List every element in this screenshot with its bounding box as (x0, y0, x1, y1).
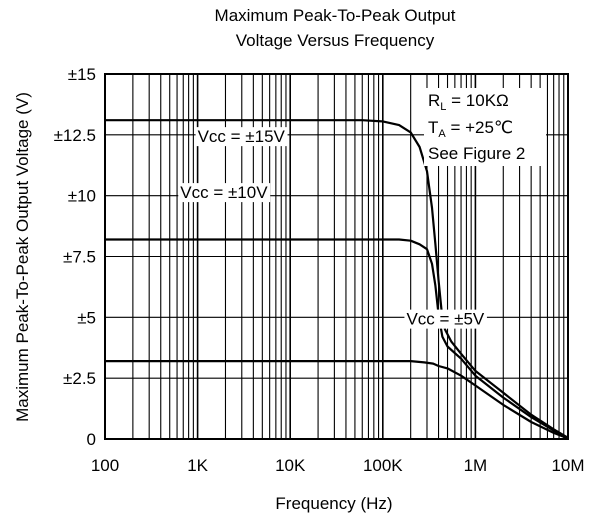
series-line-3 (105, 360, 569, 440)
conditions-annotation: RL = 10KΩ TA = +25℃ See Figure 2 (424, 88, 546, 166)
x-tick-label: 10K (275, 456, 306, 475)
x-tick-label: 100 (91, 456, 119, 475)
series-label-1: Vcc = ±15V (198, 127, 286, 146)
y-axis-label: Maximum Peak-To-Peak Output Voltage (V) (13, 92, 32, 422)
x-tick-label: 10M (551, 456, 584, 475)
y-tick-label: ±12.5 (54, 126, 96, 145)
series-line-1 (105, 119, 569, 439)
x-tick-label: 1K (187, 456, 208, 475)
series-label-group-1: Vcc = ±15V (195, 127, 288, 147)
y-tick-label: ±2.5 (63, 369, 96, 388)
annotation-see-figure: See Figure 2 (428, 144, 525, 163)
annotation-background (424, 88, 546, 166)
x-tick-label: 100K (363, 456, 403, 475)
tick-labels: 100 1K 10K 100K 1M 10M ±15 ±12.5 ±10 ±7.5 ±5 ±2.5 0 (54, 65, 585, 475)
series-label-bg (178, 183, 271, 203)
chart-title-line-2: Voltage Versus Frequency (236, 31, 435, 50)
series-label-bg (195, 127, 288, 147)
series-label-bg (404, 309, 487, 329)
chart-title-line-1: Maximum Peak-To-Peak Output (215, 6, 456, 25)
x-tick-label: 1M (464, 456, 488, 475)
y-tick-label: 0 (87, 430, 96, 449)
y-tick-label: ±5 (77, 308, 96, 327)
series-label-3: Vcc = ±5V (406, 310, 484, 329)
y-tick-label: ±7.5 (63, 248, 96, 267)
annotation-rl: RL = 10KΩ (428, 91, 509, 113)
y-tick-label: ±15 (68, 65, 96, 84)
series-line-2 (105, 238, 569, 439)
y-tick-label: ±10 (68, 187, 96, 206)
annotation-ta: TA = +25℃ (428, 118, 513, 140)
series-label-group-2: Vcc = ±10V (178, 183, 271, 203)
series-label-group-3: Vcc = ±5V (404, 309, 487, 329)
series-label-2: Vcc = ±10V (180, 183, 268, 202)
plot-frame (104, 73, 569, 440)
series-labels: Vcc = ±15V Vcc = ±10V Vcc = ±5V (178, 127, 487, 329)
series-lines (105, 119, 569, 440)
x-axis-label: Frequency (Hz) (275, 494, 392, 513)
